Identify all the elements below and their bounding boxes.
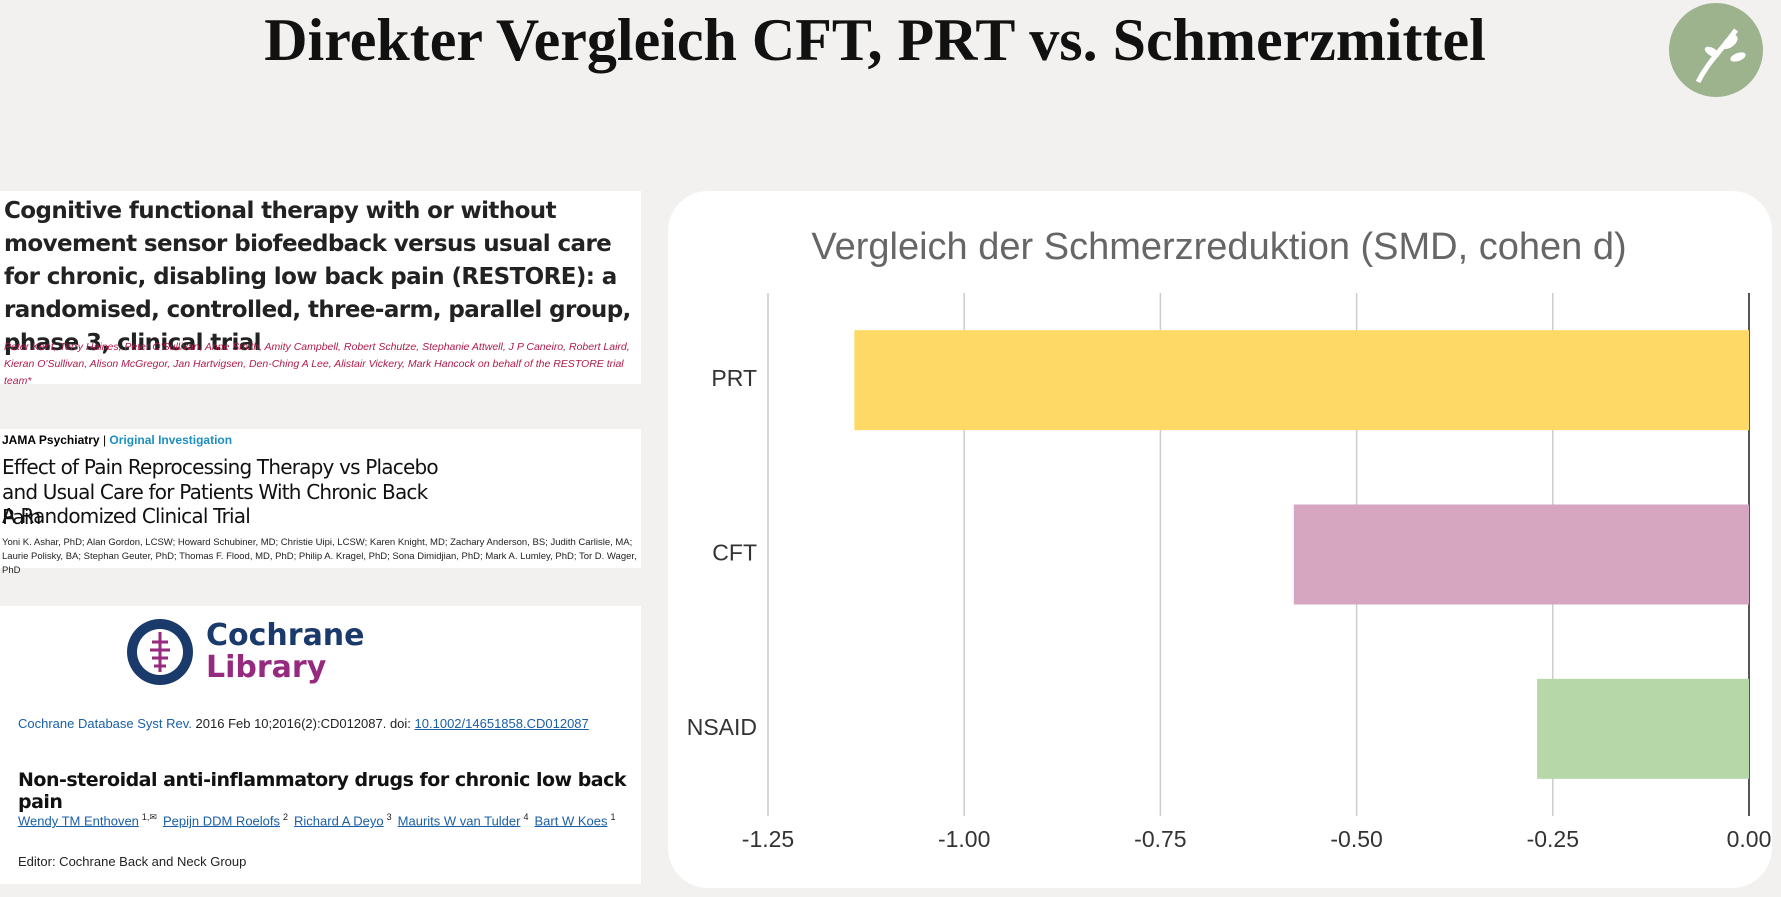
paper-title: Non-steroidal anti-inflammatory drugs fo… bbox=[18, 769, 627, 813]
author-list: Wendy TM Enthoven 1,✉ Pepijn DDM Roelofs 2 R… bbox=[18, 812, 621, 828]
paper-subtitle: A Randomized Clinical Trial bbox=[2, 504, 251, 528]
paper-authors: Peter Kent, Terry Haines, Peter O'Sulliv… bbox=[4, 341, 630, 387]
logo bbox=[1669, 3, 1763, 97]
paper-panel: Cochrane Library Cochrane Database Syst … bbox=[0, 606, 641, 884]
author-affiliation: 2 bbox=[283, 812, 289, 822]
paper-title: Cognitive functional therapy with or wit… bbox=[4, 198, 631, 356]
x-tick-label: -0.25 bbox=[1527, 826, 1579, 852]
y-tick-label: PRT bbox=[711, 365, 757, 391]
paper-panel: Cognitive functional therapy with or wit… bbox=[0, 191, 641, 387]
y-tick-label: NSAID bbox=[687, 714, 757, 740]
citation-line: Cochrane Database Syst Rev. 2016 Feb 10;… bbox=[18, 716, 589, 731]
bar bbox=[1293, 504, 1749, 605]
author-link[interactable]: Wendy TM Enthoven bbox=[18, 813, 139, 829]
author-link[interactable]: Maurits W van Tulder bbox=[397, 813, 521, 829]
journal: JAMA Psychiatry bbox=[2, 433, 100, 447]
x-tick-label: -0.50 bbox=[1330, 826, 1382, 852]
doi-link[interactable]: 10.1002/14651858.CD012087 bbox=[414, 716, 589, 731]
author-affiliation: 3 bbox=[386, 812, 392, 822]
logo-top: Cochrane bbox=[206, 618, 365, 653]
x-tick-label: -1.00 bbox=[938, 826, 990, 852]
paper-authors: Yoni K. Ashar, PhD; Alan Gordon, LCSW; H… bbox=[2, 537, 637, 576]
x-tick-label: 0.00 bbox=[1727, 826, 1772, 852]
author-affiliation: 4 bbox=[523, 812, 529, 822]
logo-bottom: Library bbox=[206, 650, 327, 685]
author-affiliation: 1,✉ bbox=[141, 812, 157, 822]
x-tick-label: -0.75 bbox=[1134, 826, 1186, 852]
chart-title: Vergleich der Schmerzreduktion (SMD, coh… bbox=[811, 226, 1626, 268]
journal-line: JAMA Psychiatry | Original Investigation bbox=[2, 433, 232, 447]
bar bbox=[1537, 678, 1749, 779]
citation: 2016 Feb 10;2016(2):CD012087. doi: bbox=[195, 716, 411, 731]
journal[interactable]: Cochrane Database Syst Rev. bbox=[18, 716, 192, 731]
bar bbox=[854, 330, 1749, 431]
paper-title: Effect of Pain Reprocessing Therapy vs P… bbox=[2, 455, 439, 529]
x-tick-label: -1.25 bbox=[742, 826, 794, 852]
author-link[interactable]: Pepijn DDM Roelofs bbox=[162, 813, 281, 829]
editor: Editor: Cochrane Back and Neck Group bbox=[18, 854, 247, 869]
section: Original Investigation bbox=[109, 433, 233, 447]
author-link[interactable]: Richard A Deyo bbox=[294, 813, 384, 829]
cochrane-icon bbox=[127, 619, 193, 685]
y-tick-label: CFT bbox=[712, 540, 757, 566]
paper-panel: JAMA Psychiatry | Original Investigation… bbox=[0, 429, 641, 576]
author-link[interactable]: Bart W Koes bbox=[534, 813, 608, 829]
author-affiliation: 1 bbox=[610, 812, 616, 822]
separator: | bbox=[102, 433, 107, 447]
slide-title: Direkter Vergleich CFT, PRT vs. Schmerzm… bbox=[264, 7, 1486, 73]
